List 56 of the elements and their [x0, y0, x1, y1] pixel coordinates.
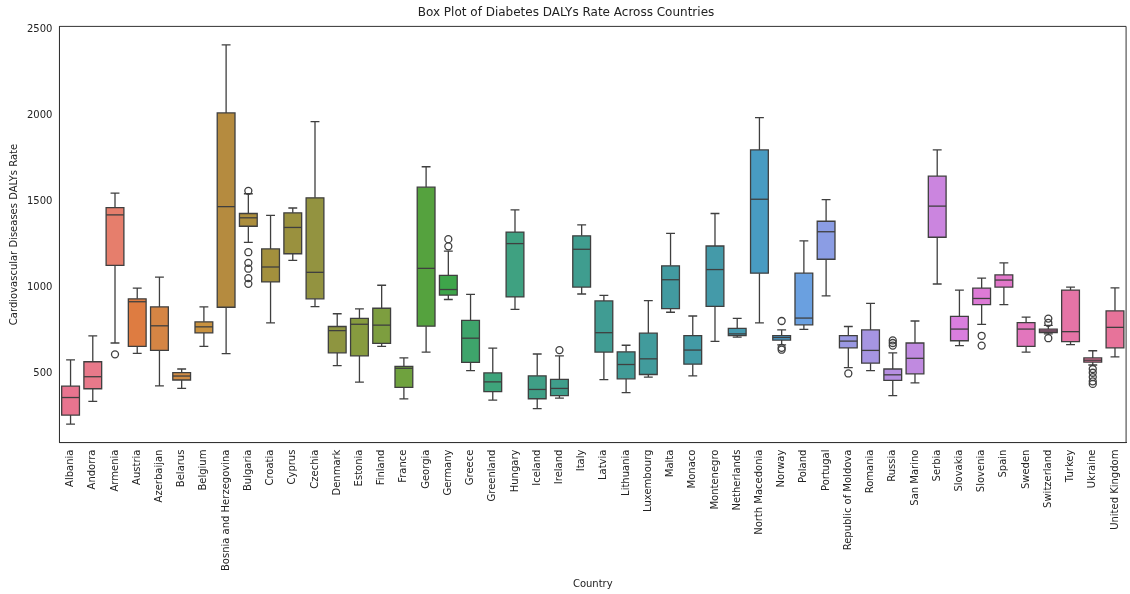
y-tick-label: 1500 [27, 195, 53, 207]
x-tick-label: Russia [886, 449, 898, 482]
x-tick-label: United Kingdom [1108, 449, 1120, 530]
x-tick-label: Austria [130, 449, 142, 485]
x-tick-label: North Macedonia [753, 449, 765, 535]
x-tick-label: Turkey [1064, 449, 1076, 484]
x-tick-label: Ireland [553, 449, 565, 485]
x-tick-label: Sweden [1019, 449, 1031, 490]
y-tick-label: 2000 [27, 109, 53, 121]
y-axis-title: Cardiovascular Diseases DALYs Rate [7, 143, 19, 326]
x-tick-label: Netherlands [730, 449, 742, 511]
x-tick-label: Belgium [197, 449, 209, 491]
x-tick-label: Greece [464, 449, 476, 486]
x-tick-label: Georgia [419, 449, 431, 489]
x-tick-label: Bulgaria [241, 449, 253, 492]
x-tick-label: Montenegro [708, 449, 720, 510]
x-tick-label: Bosnia and Herzegovina [219, 449, 231, 572]
chart-title: Box Plot of Diabetes DALYs Rate Across Countries [417, 5, 715, 20]
x-tick-label: Romania [864, 449, 876, 494]
y-tick-label: 500 [33, 367, 53, 379]
x-tick-label: Iceland [530, 449, 542, 486]
x-tick-label: Belarus [175, 449, 187, 488]
x-tick-label: Norway [775, 449, 787, 488]
x-tick-label: Czechia [308, 449, 320, 489]
x-tick-label: Greenland [486, 449, 498, 502]
x-tick-label: San Marino [908, 449, 920, 506]
x-tick-label: Poland [797, 449, 809, 483]
x-tick-label: Denmark [330, 449, 342, 496]
x-tick-label: Andorra [86, 449, 98, 490]
x-tick-label: Finland [375, 449, 387, 486]
x-tick-label: Spain [997, 449, 1009, 478]
x-tick-label: Slovakia [953, 449, 965, 492]
x-tick-label: Latvia [597, 449, 609, 481]
x-tick-label: Monaco [686, 449, 698, 489]
x-tick-label: Albania [64, 449, 76, 487]
x-tick-label: Lithuania [619, 449, 631, 496]
x-tick-label: Italy [575, 449, 587, 472]
x-tick-label: Portugal [819, 449, 831, 492]
x-axis-title: Country [572, 577, 613, 589]
x-tick-label: Republic of Moldova [841, 449, 853, 551]
y-tick-label: 1000 [27, 281, 53, 293]
x-tick-label: France [397, 449, 409, 483]
x-tick-label: Estonia [353, 449, 365, 487]
y-tick-label: 2500 [27, 23, 53, 35]
x-tick-label: Germany [441, 449, 453, 496]
x-tick-label: Croatia [264, 449, 276, 486]
x-tick-label: Switzerland [1041, 449, 1053, 508]
x-tick-label: Cyprus [286, 449, 298, 485]
x-tick-label: Luxembourg [641, 449, 653, 512]
x-tick-label: Ukraine [1086, 449, 1098, 489]
x-tick-label: Armenia [108, 449, 120, 492]
x-tick-label: Malta [664, 449, 676, 478]
x-tick-label: Hungary [508, 449, 520, 493]
x-tick-label: Serbia [930, 449, 942, 482]
x-tick-label: Azerbaijan [153, 449, 165, 503]
x-tick-label: Slovenia [975, 449, 987, 493]
